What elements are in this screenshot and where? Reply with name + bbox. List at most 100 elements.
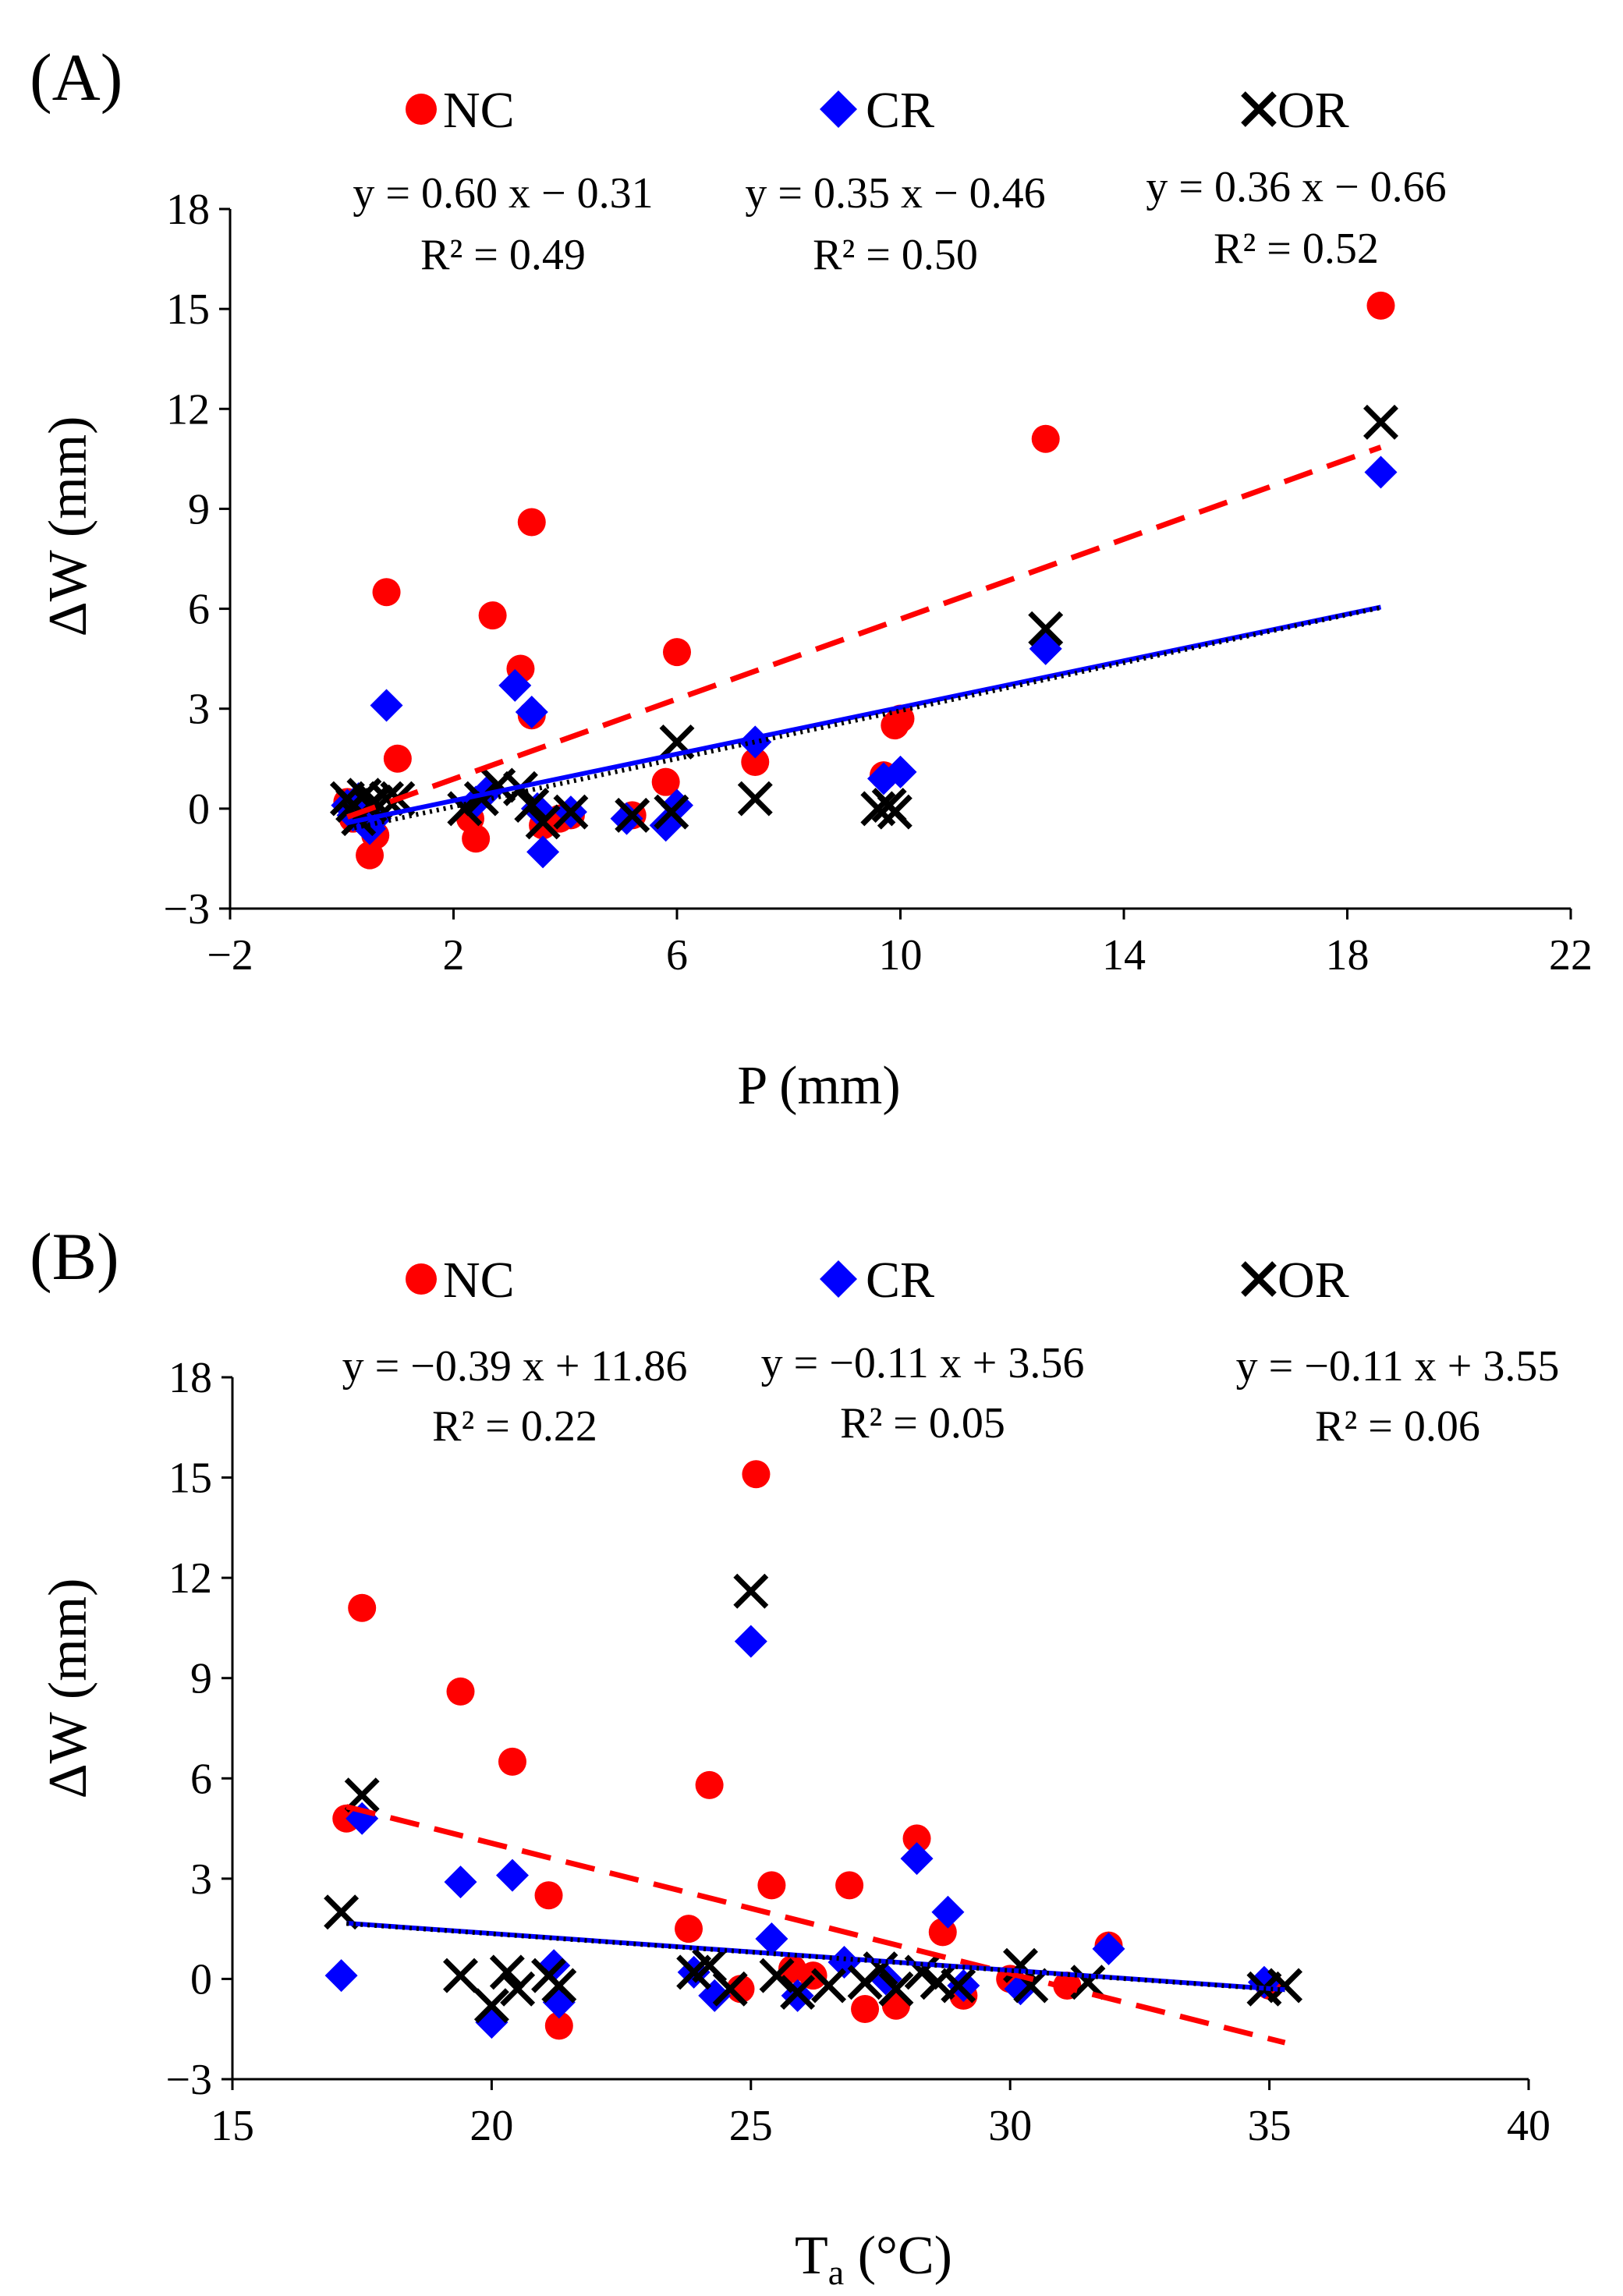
- point-or: [1070, 1965, 1106, 2000]
- equation-or: y = 0.36 x − 0.66: [1146, 163, 1446, 211]
- point-cr: [734, 1625, 767, 1658]
- y-tick-label: 12: [168, 1554, 212, 1603]
- y-tick-label: 3: [188, 686, 210, 734]
- point-nc: [478, 601, 507, 630]
- r2-or: R² = 0.06: [1315, 1402, 1480, 1451]
- legend-or-label: OR: [1277, 82, 1349, 139]
- point-cr: [444, 1866, 477, 1899]
- y-tick-label: 6: [190, 1755, 212, 1803]
- point-cr: [324, 1959, 358, 1993]
- legend-or-label: OR: [1277, 1252, 1349, 1309]
- equation-nc: y = 0.60 x − 0.31: [353, 169, 653, 218]
- point-cr: [931, 1895, 965, 1929]
- point-cr: [947, 1969, 980, 2002]
- point-or: [941, 1968, 976, 2004]
- legend-cr-marker: [820, 1260, 857, 1298]
- r2-cr: R² = 0.05: [840, 1399, 1005, 1447]
- x-tick-label: 30: [988, 2102, 1032, 2150]
- y-tick-label: 9: [190, 1655, 212, 1703]
- y-tick-label: 6: [188, 586, 210, 634]
- point-or: [489, 1954, 525, 1990]
- point-nc: [544, 2011, 573, 2040]
- point-or: [553, 794, 589, 830]
- legend-nc-label: NC: [443, 1252, 515, 1309]
- x-tick-label: 40: [1507, 2102, 1550, 2150]
- point-or: [737, 781, 773, 817]
- point-or: [780, 1975, 816, 2011]
- panel-b: (B) NC CR OR y = −0.39 x + 11.86 R² = 0.…: [30, 1219, 1559, 2292]
- point-or: [369, 781, 405, 817]
- x-tick-label: 10: [879, 931, 923, 980]
- legend-nc-label: NC: [443, 82, 515, 139]
- point-cr: [1092, 1932, 1125, 1965]
- y-tick-label: −3: [165, 2056, 212, 2104]
- x-tick-label: 2: [443, 931, 465, 980]
- point-cr: [495, 1858, 529, 1892]
- equation-cr: y = −0.11 x + 3.56: [761, 1339, 1085, 1387]
- point-nc: [383, 744, 412, 773]
- plot-area-a: −3 0 3 6 9 12 15 18 −2 2 6 10 14 18 22: [163, 186, 1593, 980]
- r2-or: R² = 0.52: [1214, 225, 1379, 273]
- equation-or: y = −0.11 x + 3.55: [1236, 1342, 1560, 1391]
- point-cr: [542, 1986, 576, 2019]
- x-tick-label: 18: [1326, 931, 1370, 980]
- x-tick-label: −2: [207, 931, 253, 980]
- point-nc: [741, 748, 770, 777]
- point-cr: [755, 1922, 788, 1955]
- y-tick-label: 18: [166, 186, 210, 234]
- point-nc: [1366, 291, 1395, 320]
- legend-nc-marker: [406, 1263, 437, 1295]
- r2-nc: R² = 0.49: [420, 231, 586, 279]
- point-or: [525, 804, 561, 840]
- point-cr: [498, 668, 532, 702]
- point-or: [654, 794, 689, 830]
- y-tick-label: 15: [166, 285, 210, 334]
- y-axis-title-b: ΔW (mm): [38, 1578, 98, 1799]
- point-or: [514, 788, 550, 824]
- point-nc: [651, 767, 680, 796]
- x-axis-title-main-b: T: [795, 2226, 828, 2286]
- legend-a: NC CR OR: [406, 82, 1349, 139]
- y-tick-label: 0: [188, 785, 210, 834]
- legend-cr-marker: [820, 90, 857, 128]
- point-nc: [886, 704, 915, 733]
- x-tick-label: 22: [1549, 931, 1593, 980]
- point-nc: [462, 824, 491, 853]
- point-nc: [498, 1747, 526, 1776]
- x-axis-title-b: Ta (°C): [795, 2226, 952, 2292]
- legend-cr-label: CR: [866, 1252, 934, 1309]
- point-cr: [370, 689, 403, 722]
- plot-area-b: −3 0 3 6 9 12 15 18 15 20 25 30 35 40: [165, 1354, 1550, 2150]
- point-nc: [348, 1593, 377, 1622]
- point-or: [733, 1573, 769, 1609]
- panel-a: (A) NC CR OR y = 0.60 x − 0.31 R² = 0.49…: [30, 40, 1593, 1116]
- trendline-cr: [346, 604, 1382, 825]
- r2-cr: R² = 0.50: [813, 231, 978, 279]
- legend-or-marker: [1241, 1261, 1277, 1297]
- point-nc: [902, 1824, 931, 1853]
- x-tick-label: 25: [729, 2102, 773, 2150]
- point-or: [811, 1968, 846, 2004]
- point-or: [500, 1971, 536, 2007]
- point-nc: [534, 1881, 563, 1910]
- point-or: [615, 797, 650, 833]
- panel-label-b: (B): [30, 1219, 119, 1294]
- x-axis-title-rest-b: (°C): [844, 2226, 952, 2286]
- trendline-or: [346, 1921, 1285, 1993]
- legend-b: NC CR OR: [406, 1252, 1349, 1309]
- y-tick-label: 0: [190, 1955, 212, 2004]
- x-axis-title-sub-b: a: [828, 2252, 844, 2292]
- x-axis-title-a: P (mm): [737, 1056, 900, 1116]
- r2-nc: R² = 0.22: [432, 1402, 597, 1451]
- point-or: [759, 1958, 795, 1993]
- equations-a: y = 0.60 x − 0.31 R² = 0.49 y = 0.35 x −…: [353, 163, 1446, 279]
- y-tick-label: −3: [163, 885, 210, 934]
- x-tick-label: 14: [1102, 931, 1146, 980]
- point-cr: [1364, 455, 1398, 489]
- legend-or-marker: [1241, 91, 1277, 127]
- trendline-nc: [346, 1804, 1286, 2046]
- point-nc: [757, 1871, 786, 1900]
- point-cr: [515, 695, 548, 728]
- y-tick-label: 18: [168, 1354, 212, 1402]
